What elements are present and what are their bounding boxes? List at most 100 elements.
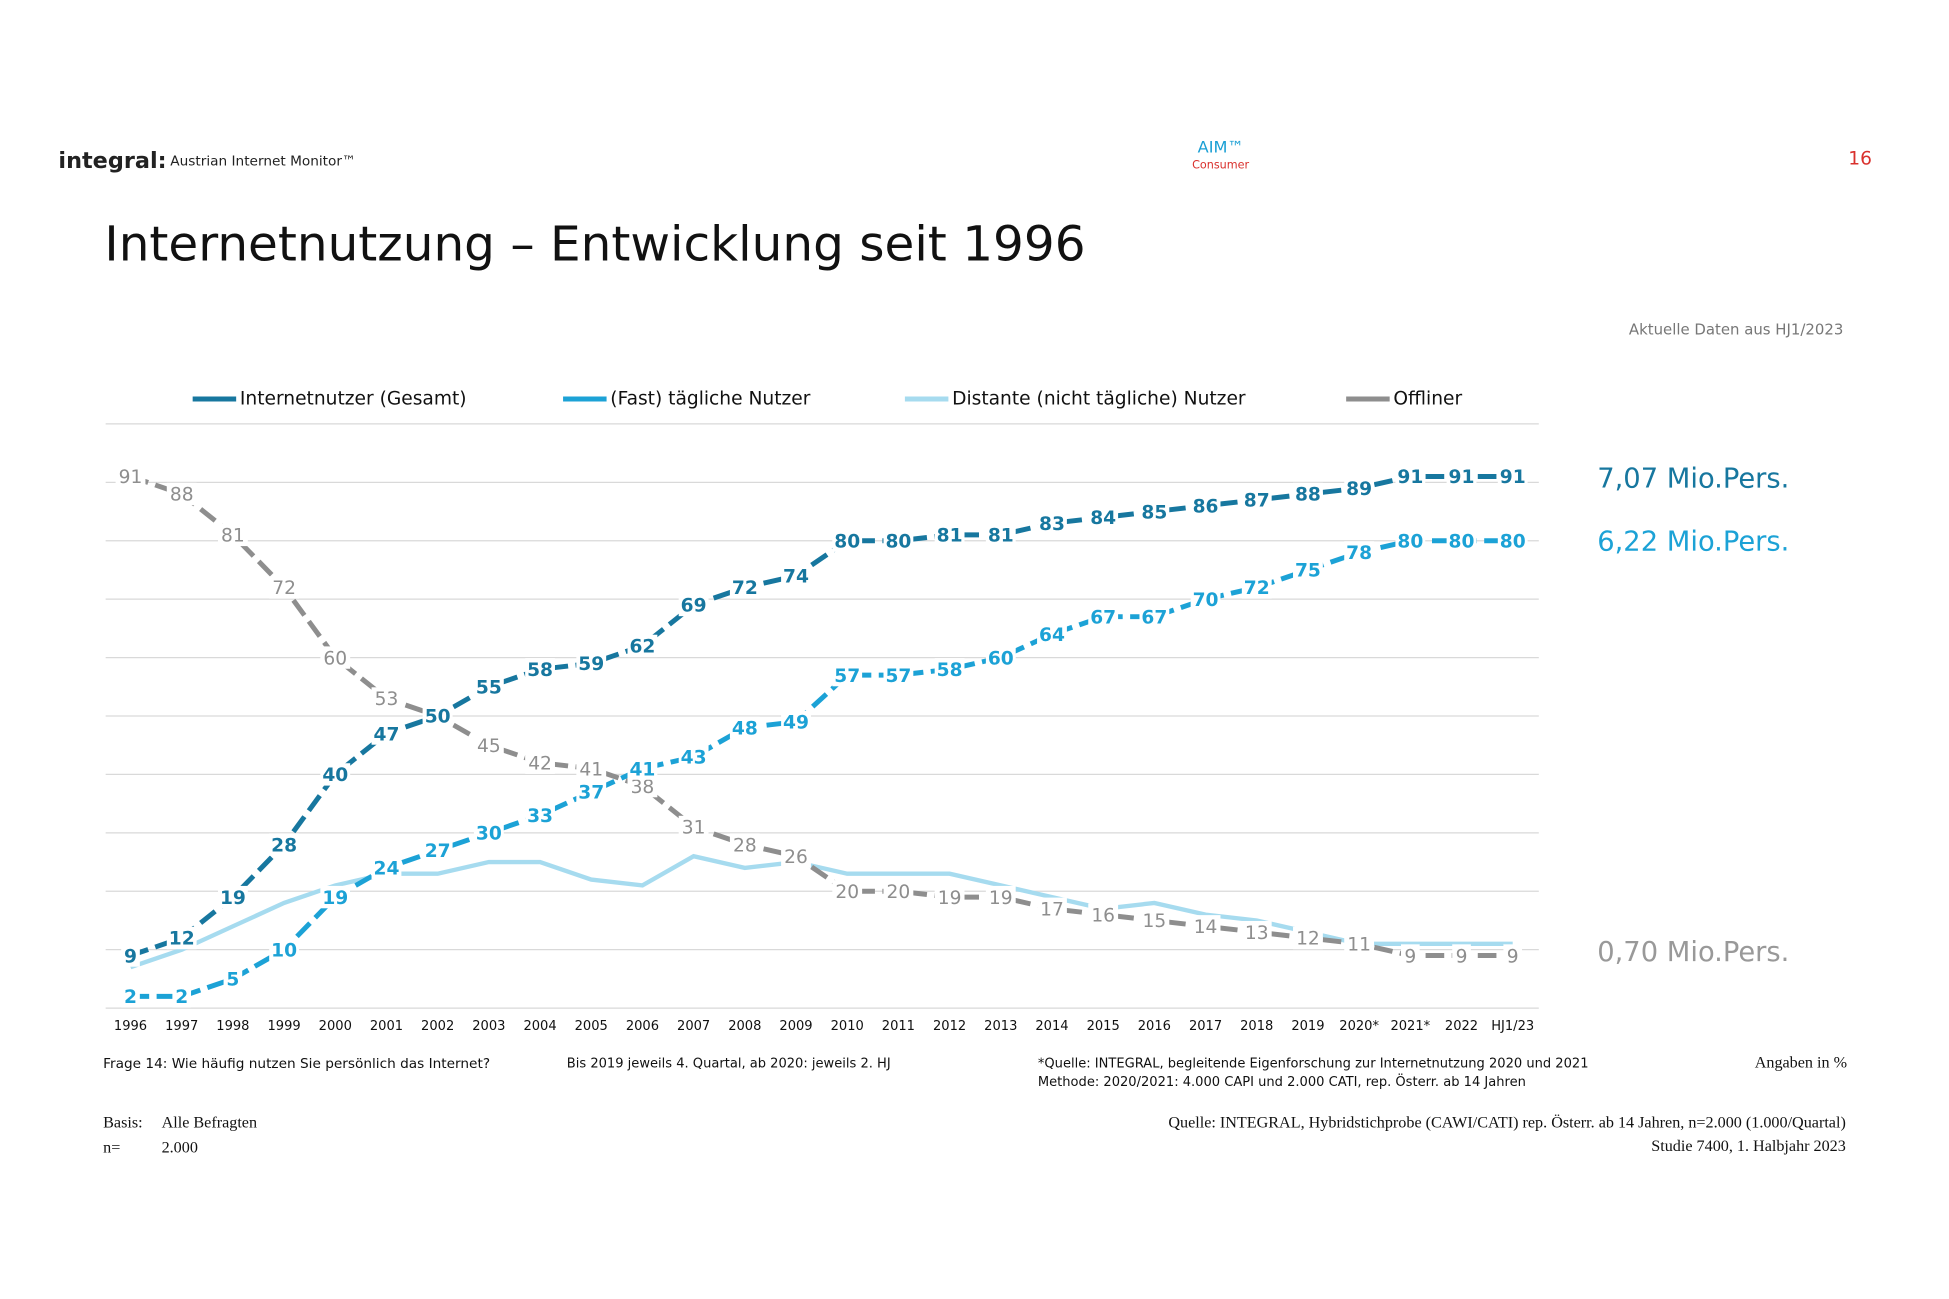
label-bg: [320, 646, 351, 669]
data-label: 67: [1090, 607, 1116, 628]
basis-label: Basis:: [103, 1114, 142, 1131]
data-label: 84: [1090, 508, 1116, 529]
data-label: 15: [1143, 911, 1167, 932]
data-label: 88: [1295, 485, 1321, 506]
data-label: 12: [1296, 929, 1320, 950]
data-label: 86: [1193, 496, 1219, 517]
label-bg: [1395, 465, 1426, 488]
period: Bis 2019 jeweils 4. Quartal, ab 2020: je…: [567, 1057, 891, 1072]
label-bg: [1293, 558, 1323, 582]
label-bg: [883, 880, 914, 903]
x-tick-label: 2017: [1189, 1019, 1222, 1034]
basis: Alle Befragten: [162, 1114, 257, 1131]
data-label: 20: [887, 882, 911, 903]
annotation: 7,07 Mio.Pers.: [1597, 463, 1789, 494]
label-bg: [883, 663, 914, 687]
x-tick-label: 2015: [1087, 1019, 1120, 1034]
data-label: 80: [1397, 531, 1423, 552]
data-label: 40: [322, 765, 348, 786]
data-label: 88: [170, 485, 194, 506]
data-label: 85: [1141, 502, 1167, 523]
data-label: 91: [119, 467, 143, 488]
data-label: 37: [578, 783, 604, 804]
data-label: 30: [476, 824, 502, 845]
x-tick-label: 1998: [216, 1019, 249, 1034]
data-label: 43: [681, 748, 707, 769]
label-bg: [934, 885, 965, 909]
data-label: 45: [477, 736, 501, 757]
label-bg: [121, 985, 140, 1008]
label-bg: [473, 675, 504, 698]
label-bg: [269, 938, 300, 961]
data-label: 91: [1449, 467, 1475, 488]
subtitle: Aktuelle Daten aus HJ1/2023: [1629, 321, 1843, 339]
data-label: 19: [220, 888, 246, 909]
label-bg: [320, 763, 351, 786]
label-bg: [576, 780, 607, 804]
label-bg: [1503, 944, 1523, 967]
x-tick-label: 2012: [933, 1019, 966, 1034]
label-bg: [832, 880, 863, 903]
label-bg: [1395, 529, 1426, 552]
data-label: 2: [175, 987, 188, 1008]
data-label: 83: [1039, 514, 1065, 535]
x-tick-label: 2011: [882, 1019, 915, 1034]
data-label: 91: [1397, 467, 1423, 488]
label-bg: [1190, 494, 1221, 517]
label-bg: [576, 757, 607, 780]
source-note: *Quelle: INTEGRAL, begleitende Eigenfors…: [1038, 1057, 1589, 1072]
legend-label: (Fast) tägliche Nutzer: [610, 389, 810, 410]
data-label: 17: [1040, 900, 1064, 921]
data-label: 19: [938, 888, 962, 909]
data-label: 48: [732, 718, 758, 739]
label-bg: [1190, 587, 1221, 611]
label-bg: [217, 885, 248, 909]
label-bg: [371, 856, 402, 880]
series-line: [129, 853, 1513, 970]
label-bg: [172, 985, 192, 1008]
data-label: 9: [1456, 946, 1468, 967]
data-label: 19: [322, 888, 348, 909]
label-bg: [525, 658, 555, 681]
label-bg: [1037, 897, 1067, 920]
logo: integral:: [58, 148, 166, 174]
label-bg: [781, 845, 811, 868]
data-label: 81: [221, 526, 245, 547]
label-bg: [576, 652, 607, 675]
data-label: 60: [988, 648, 1014, 669]
label-bg: [1293, 482, 1323, 506]
data-label: 58: [937, 660, 963, 681]
x-tick-label: 2022: [1445, 1019, 1478, 1034]
label-bg: [371, 722, 402, 745]
data-label: 57: [885, 666, 911, 687]
x-tick-label: 1997: [165, 1019, 198, 1034]
label-bg: [269, 833, 300, 856]
data-label: 31: [682, 818, 706, 839]
series-line: [129, 474, 1513, 959]
x-tick-label: 2013: [984, 1019, 1017, 1034]
data-label: 10: [271, 940, 297, 961]
data-label: 81: [988, 526, 1014, 547]
page-number: 16: [1848, 149, 1872, 170]
aim-logo: AIM™: [1198, 137, 1244, 156]
label-bg: [934, 523, 965, 547]
data-label: 80: [1449, 531, 1475, 552]
label-bg: [1344, 932, 1375, 956]
data-label: 19: [989, 888, 1013, 909]
legend-label: Internetnutzer (Gesamt): [240, 389, 467, 410]
label-bg: [115, 465, 146, 488]
label-bg: [1446, 465, 1477, 488]
data-label: 78: [1346, 543, 1372, 564]
data-label: 9: [124, 946, 137, 967]
data-label: 47: [374, 724, 400, 745]
x-tick-label: 2010: [831, 1019, 864, 1034]
label-bg: [166, 482, 197, 506]
data-label: 72: [272, 578, 296, 599]
legend-label: Distante (nicht tägliche) Nutzer: [952, 389, 1246, 410]
label-bg: [1452, 944, 1471, 967]
series-line: [129, 473, 1513, 958]
x-tick-label: 1999: [267, 1019, 300, 1034]
label-bg: [525, 804, 555, 827]
data-label: 16: [1091, 905, 1115, 926]
label-bg: [525, 751, 555, 774]
